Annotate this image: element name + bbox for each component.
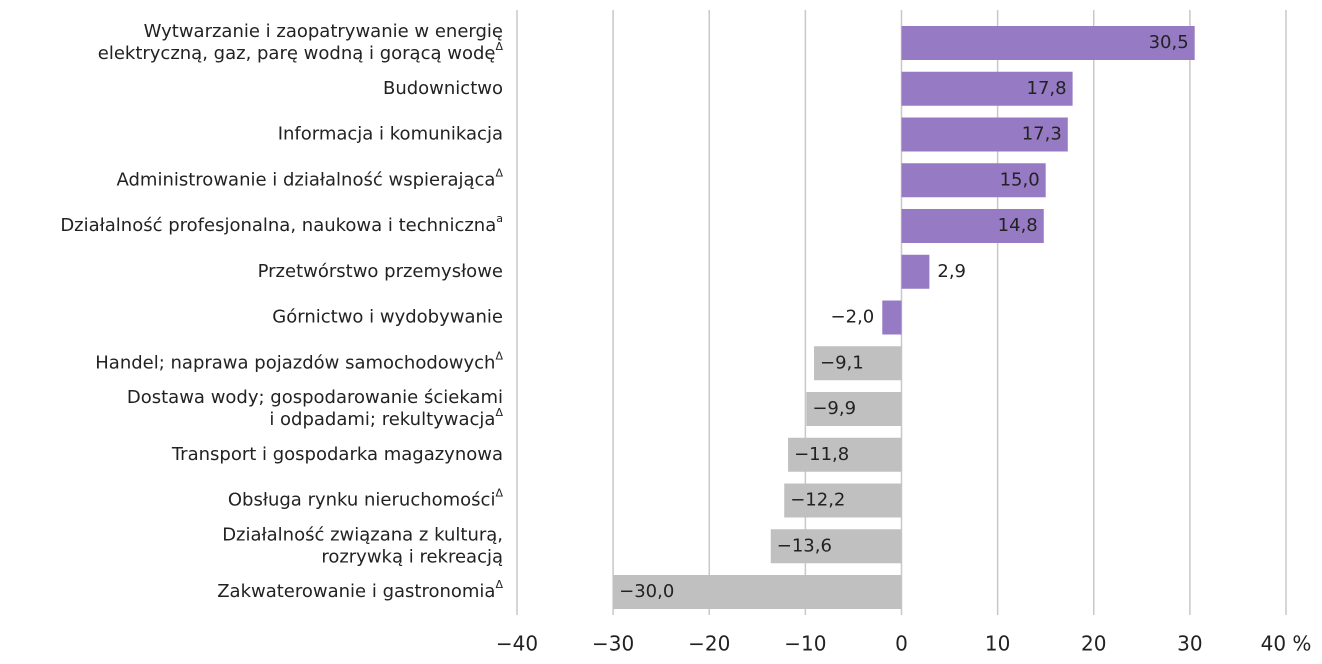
value-label: −9,9 [812, 398, 856, 419]
category-text: i odpadami; rekultywacja [269, 409, 495, 430]
bar [901, 254, 930, 289]
x-tick-label: 40 % [1261, 632, 1312, 656]
bar [806, 392, 902, 426]
category-note: Δ [495, 406, 503, 419]
value-label: −30,0 [619, 581, 674, 602]
x-tick-label: 20 [1081, 632, 1106, 656]
category-label: Dostawa wody; gospodarowanie ściekami [127, 387, 503, 408]
bar [788, 437, 902, 472]
bar [770, 529, 902, 564]
category-text: elektryczną, gaz, parę wodną i gorącą wo… [98, 43, 496, 64]
category-text: Zakwaterowanie i gastronomia [217, 581, 495, 602]
category-label: Górnictwo i wydobywanie [272, 307, 503, 328]
bar [882, 300, 902, 335]
category-note: Δ [495, 578, 503, 591]
value-label: 17,3 [1022, 124, 1062, 145]
value-label: 14,8 [998, 215, 1038, 236]
category-label: Transport i gospodarka magazynowa [171, 444, 503, 465]
category-text: Przetwórstwo przemysłowe [258, 261, 503, 282]
category-text: rozrywką i rekreacją [321, 546, 503, 567]
category-text: Działalność związana z kulturą, [222, 524, 503, 545]
category-label: Informacja i komunikacja [278, 124, 503, 145]
category-text: Wytwarzanie i zaopatrywanie w energię [144, 21, 503, 42]
bar [901, 209, 1044, 243]
category-label: elektryczną, gaz, parę wodną i gorącą wo… [98, 40, 504, 64]
category-label: rozrywką i rekreacją [321, 546, 503, 567]
x-tick-label: −30 [592, 632, 634, 656]
bar [613, 575, 902, 609]
x-tick-label: 0 [895, 632, 908, 656]
category-text: Dostawa wody; gospodarowanie ściekami [127, 387, 503, 408]
category-label: Przetwórstwo przemysłowe [258, 261, 503, 282]
category-label: Handel; naprawa pojazdów samochodowychΔ [95, 349, 503, 373]
category-label: Zakwaterowanie i gastronomiaΔ [217, 578, 503, 602]
x-tick-label: 10 [985, 632, 1010, 656]
category-text: Transport i gospodarka magazynowa [171, 444, 503, 465]
value-label: 17,8 [1027, 78, 1067, 99]
category-text: Górnictwo i wydobywanie [272, 307, 503, 328]
category-note: a [496, 212, 503, 225]
value-label: −11,8 [794, 444, 849, 465]
category-label: Wytwarzanie i zaopatrywanie w energię [144, 21, 503, 42]
value-label: −13,6 [777, 535, 832, 556]
bar [901, 117, 1068, 152]
bar [901, 71, 1073, 106]
category-text: Handel; naprawa pojazdów samochodowych [95, 352, 495, 373]
value-label: 2,9 [937, 261, 966, 282]
category-label: Administrowanie i działalność wspierając… [117, 166, 504, 190]
value-label: −9,1 [820, 352, 864, 373]
value-label: 30,5 [1149, 32, 1189, 53]
category-text: Działalność profesjonalna, naukowa i tec… [60, 215, 496, 236]
category-label: Obsługa rynku nieruchomościΔ [228, 487, 504, 511]
value-label: 15,0 [1000, 169, 1040, 190]
value-label: −12,2 [790, 490, 845, 511]
x-tick-label: −10 [784, 632, 826, 656]
bar [901, 26, 1195, 60]
bar [814, 346, 902, 381]
category-text: Informacja i komunikacja [278, 124, 503, 145]
bar [901, 163, 1046, 198]
category-note: Δ [495, 40, 503, 53]
category-note: Δ [495, 487, 503, 500]
category-text: Obsługa rynku nieruchomości [228, 490, 496, 511]
x-tick-label: 30 [1177, 632, 1202, 656]
category-label: Budownictwo [383, 78, 503, 99]
value-label: −2,0 [831, 307, 875, 328]
category-text: Budownictwo [383, 78, 503, 99]
bar [784, 483, 902, 518]
category-text: Administrowanie i działalność wspierając… [117, 169, 496, 190]
x-tick-label: −20 [688, 632, 730, 656]
category-note: Δ [495, 349, 503, 362]
category-label: i odpadami; rekultywacjaΔ [269, 406, 503, 430]
category-label: Działalność profesjonalna, naukowa i tec… [60, 212, 503, 236]
x-tick-label: −40 [496, 632, 538, 656]
category-label: Działalność związana z kulturą, [222, 524, 503, 545]
category-note: Δ [495, 166, 503, 179]
